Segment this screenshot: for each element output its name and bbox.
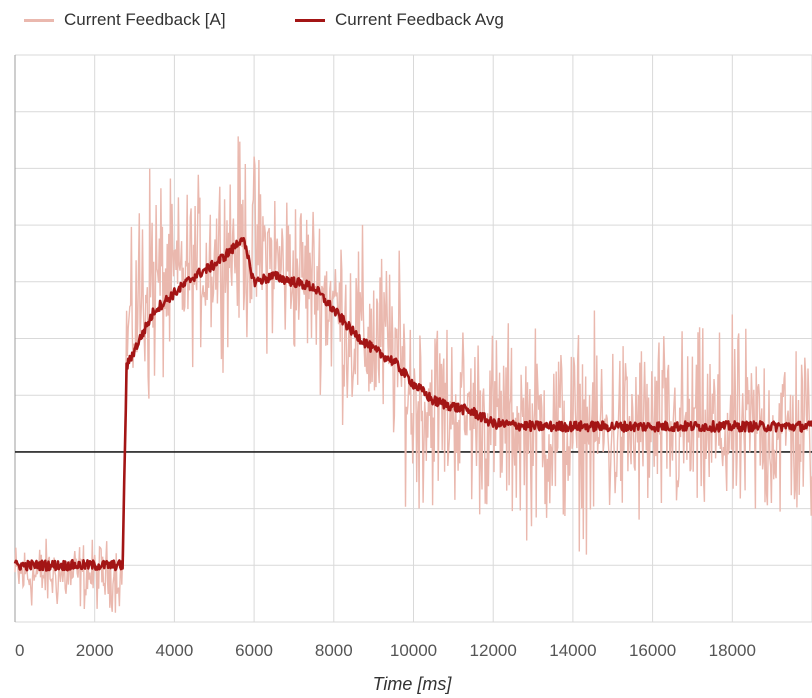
legend-item-raw[interactable]: Current Feedback [A] xyxy=(24,8,226,32)
x-axis-tick-labels: 0 2000 4000 6000 8000 10000 12000 14000 16000 180… xyxy=(15,641,756,660)
x-tick-label: 6000 xyxy=(235,641,273,660)
x-tick-label: 18000 xyxy=(709,641,756,660)
legend-swatch-avg xyxy=(295,18,325,22)
x-tick-label: 10000 xyxy=(390,641,437,660)
x-tick-label: 8000 xyxy=(315,641,353,660)
x-tick-label: 2000 xyxy=(76,641,114,660)
x-tick-label: 16000 xyxy=(629,641,676,660)
legend-label-avg: Current Feedback Avg xyxy=(335,10,504,29)
legend-label-raw: Current Feedback [A] xyxy=(64,10,226,29)
x-tick-label: 4000 xyxy=(155,641,193,660)
legend-swatch-raw xyxy=(24,18,54,22)
x-axis-title: Time [ms] xyxy=(373,674,453,694)
series-line-current-feedback-avg xyxy=(13,237,812,572)
chart-legend: Current Feedback [A] Current Feedback Av… xyxy=(0,0,812,40)
series-line-current-feedback xyxy=(14,136,812,613)
grid-lines xyxy=(14,54,812,623)
x-tick-label: 12000 xyxy=(470,641,517,660)
x-tick-label: 0 xyxy=(15,641,24,660)
x-tick-label: 14000 xyxy=(549,641,596,660)
legend-item-avg[interactable]: Current Feedback Avg xyxy=(295,8,504,32)
